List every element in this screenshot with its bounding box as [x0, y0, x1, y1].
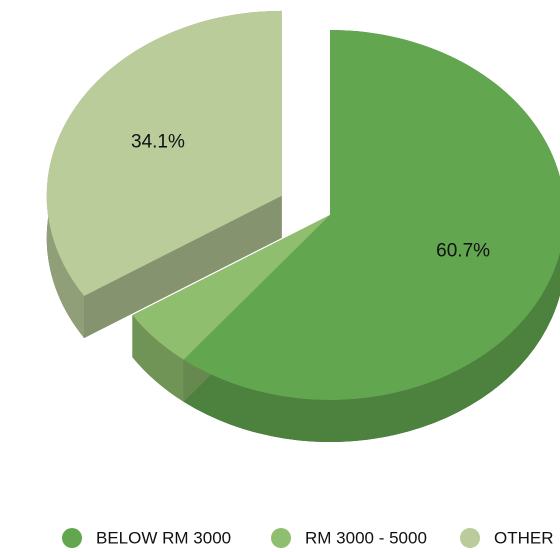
slice-side	[183, 30, 560, 442]
slice	[132, 215, 330, 360]
data-label: 34.1%	[131, 132, 185, 153]
legend-marker	[271, 528, 291, 548]
legend-marker	[460, 528, 480, 548]
legend-label: OTHER	[494, 528, 554, 547]
data-label: 60.7%	[436, 241, 490, 262]
legend-marker	[62, 528, 82, 548]
slice	[46, 10, 282, 296]
slice-side	[132, 315, 184, 402]
slice-wall	[84, 195, 282, 338]
slice	[183, 30, 560, 400]
legend-label: BELOW RM 3000	[96, 528, 231, 547]
legend-label: RM 3000 - 5000	[305, 528, 427, 547]
